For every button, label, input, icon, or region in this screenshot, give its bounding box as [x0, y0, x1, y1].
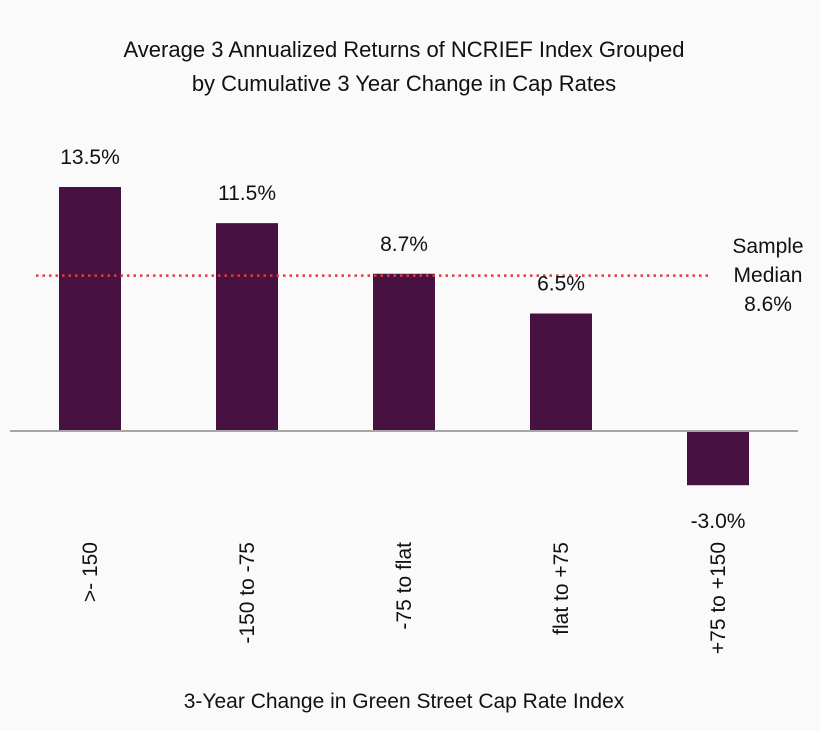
- category-label-4: flat to +75: [550, 542, 573, 635]
- value-labels-group: 13.5% 11.5% 8.7% 6.5% -3.0%: [60, 146, 745, 533]
- median-label-line-3: 8.6%: [744, 293, 792, 316]
- value-label-5: -3.0%: [691, 510, 746, 533]
- bar-5: [687, 431, 749, 486]
- bars-group: [59, 187, 749, 486]
- value-label-2: 11.5%: [218, 182, 276, 205]
- category-label-2: -150 to -75: [236, 542, 259, 644]
- bar-4: [530, 313, 592, 431]
- category-label-1: >- 150: [79, 542, 102, 602]
- median-label-line-2: Median: [734, 264, 803, 287]
- bar-1: [59, 187, 121, 431]
- median-label-line-1: Sample: [732, 235, 803, 258]
- chart-title-line-1: Average 3 Annualized Returns of NCRIEF I…: [124, 37, 685, 62]
- category-label-3: -75 to flat: [393, 542, 416, 630]
- value-label-1: 13.5%: [60, 146, 120, 169]
- value-label-4: 6.5%: [537, 273, 585, 296]
- category-tick-labels-group: >- 150 -150 to -75 -75 to flat flat to +75 +…: [79, 542, 730, 654]
- category-label-5: +75 to +150: [707, 542, 730, 654]
- chart-title-line-2: by Cumulative 3 Year Change in Cap Rates: [192, 71, 616, 96]
- bar-3: [373, 273, 435, 431]
- bar-2: [216, 223, 278, 431]
- x-axis-label: 3-Year Change in Green Street Cap Rate I…: [184, 690, 625, 713]
- value-label-3: 8.7%: [380, 233, 428, 256]
